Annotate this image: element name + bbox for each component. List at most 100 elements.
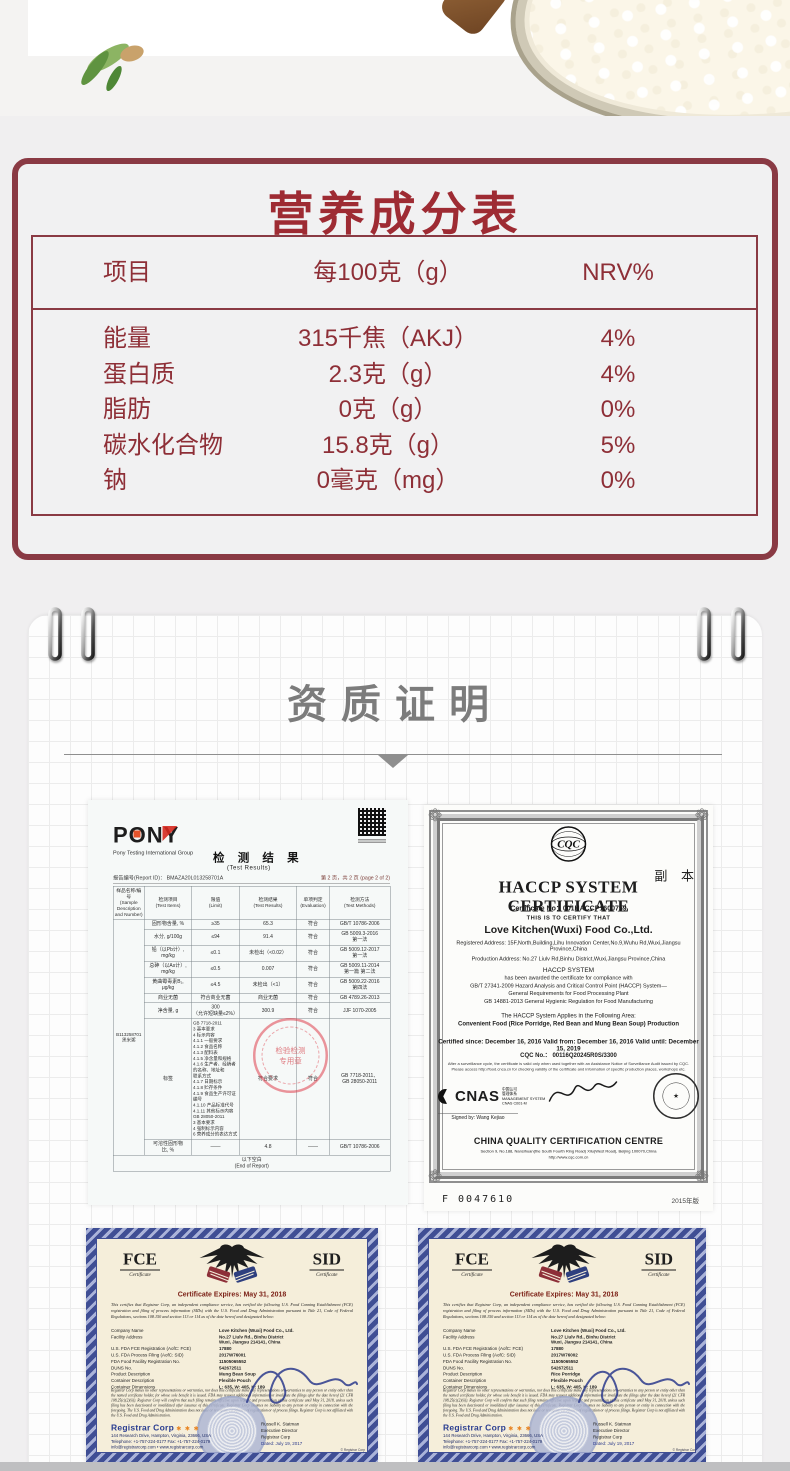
standard-line-3: GB 14881-2013 General Hygienic Regulatio… (484, 998, 653, 1005)
signer-name: Russell K. Statman (593, 1421, 632, 1427)
report-title-en: (Test Results) (227, 864, 271, 871)
certificate-fields: Company Name Love Kitchen (Wuxi) Food Co.… (111, 1328, 294, 1390)
pony-test-report: PONY Pony Testing International Group 检 … (88, 800, 408, 1205)
table-row: 脂肪 0克（g） 0% (33, 392, 756, 428)
row-nrv: 0% (600, 467, 636, 494)
table-row: 可溶性固形物 比, % —— 4.8 —— GB/T 10786-2006 (113, 1139, 391, 1156)
table-row: 黄曲霉毒素B₁, μg/kg ≤4.5 未检出（<1） 符合 GB 5009.22-20… (113, 976, 391, 994)
logo-square-icon (133, 830, 141, 838)
embossed-seal-icon (197, 1396, 267, 1453)
binder-ring-icon (731, 607, 745, 661)
row-nrv: 5% (600, 431, 636, 459)
embossed-seal-icon (529, 1396, 599, 1453)
ornate-frame (429, 810, 708, 1183)
report-id: 报告编号(Report ID)： BMAZA20L013258701A (113, 875, 224, 881)
qr-code-icon (358, 808, 386, 836)
red-seal-stamp: 检验检测专用章 (253, 1018, 328, 1093)
registrar-address: 144 Research Drive, Hampton, Virginia, 2… (443, 1433, 543, 1438)
flourish-icon: ❁ (428, 806, 443, 825)
surveillance-note-2: Please access http://food.cnca.cn for ch… (451, 1067, 686, 1072)
cnas-logo: CNAS 中国认可 管理体系 MANAGEMENT SYSTEM CNAS C0… (438, 1087, 545, 1106)
cqc-logo: CQC (438, 825, 699, 866)
col-result: 检测结果 (Test Results) (239, 885, 297, 920)
issuer-url: http://www.cqc.com.cn (548, 1155, 589, 1160)
signer-title: Executive Director (261, 1428, 298, 1433)
signer-name: Russell K. Statman (261, 1421, 300, 1427)
row-name: 碳水化合物 (103, 431, 223, 459)
col-limit: 限值 (Limit) (191, 885, 240, 920)
eagle-emblem-icon (531, 1244, 597, 1283)
row-nrv: 4% (600, 325, 636, 352)
production-address: Production Address: No.27 Liulv Rd,Binhu… (471, 956, 666, 962)
certificate-number: Certificate No：001HACCP1600759 (510, 904, 627, 912)
certificate-footer: F 0047610 2015年版 (442, 1194, 699, 1205)
signed-by: Signed by: Wang Kejiao (438, 1113, 518, 1121)
standard-line-2: General Requirements for Food Processing… (508, 990, 629, 997)
eagle-emblem-icon (199, 1244, 265, 1283)
validity-dates: Certified since: December 16, 2016 Valid… (438, 1038, 699, 1052)
end-of-report: 以下空白 (End of Report) (113, 1155, 391, 1172)
pony-logo-subtitle: Pony Testing International Group (113, 850, 194, 856)
table-row: 能量 315千焦（AKJ） 4% (33, 321, 756, 357)
table-footer-row: 以下空白 (End of Report) (113, 1155, 391, 1172)
row-value: 0毫克（mg） (316, 467, 460, 494)
table-header-row: 样品名称/编号 (Sample Description and Number) … (113, 885, 391, 920)
company-name: Love Kitchen(Wuxi) Food Co.,Ltd. (484, 924, 653, 936)
row-name: 钠 (103, 467, 127, 494)
table-row: 标签 GB 7718-2011 3 基本要求 4 标示内容 4.1.1 一般要求 … (113, 1018, 391, 1140)
issuer-address: Section 9, No.188, Nansihuan(the South F… (480, 1149, 657, 1154)
expiry-banner: Certificate Expires: May 31, 2018 (509, 1290, 619, 1298)
page-info: 第 2 页，共 2 页 (page 2 of 2) (320, 875, 390, 881)
binder-ring-icon (48, 607, 62, 661)
certificate-fields: Company Name Love Kitchen (Wuxi) Food Co.… (443, 1328, 626, 1390)
signature-date: Dated: July 19, 2017 (261, 1441, 303, 1446)
flourish-icon: ❁ (428, 1167, 443, 1186)
form-number: F 0047610 (442, 1194, 515, 1205)
cqc-round-stamp-icon: ★ (653, 1073, 699, 1119)
table-row: 商业无菌 符合商业无菌 商业无菌 符合 GB 4789.26-2013 (113, 992, 391, 1004)
awarded-line: has been awarded the certificate for com… (504, 975, 633, 981)
row-value: 315千焦（AKJ） (297, 325, 479, 352)
flourish-icon: ❁ (694, 806, 709, 825)
qr-caption-lines (358, 838, 386, 844)
corner-mark: © Registrar Corp (340, 1448, 365, 1453)
section-title: 资质证明 (287, 683, 503, 727)
table-row: 钠 0毫克（mg） 0% (33, 463, 756, 499)
standard-line-1: GB/T 27341-2009 Hazard Analysis and Crit… (470, 983, 667, 989)
cnas-mark-icon (438, 1088, 447, 1104)
row-value: 2.3克（g） (328, 360, 448, 388)
nutrition-table-header: 项目 每100克（g） NRV% (33, 237, 756, 310)
report-id-line: 报告编号(Report ID)： BMAZA20L013258701A 第 2 … (113, 874, 390, 884)
signer-org: Registrar Corp (261, 1434, 291, 1440)
signature-block: Russell K. Statman Executive Director Re… (261, 1421, 302, 1447)
system-label: HACCP SYSTEM (542, 966, 595, 974)
fce-sid-certificate-left: FCE Certificate SID Certificate Certific… (86, 1228, 378, 1463)
expiry-banner: Certificate Expires: May 31, 2018 (177, 1290, 287, 1298)
certificate-title: HACCP SYSTEM CERTIFICATE (498, 878, 639, 916)
registrar-phone: Telephone: +1-757-224-0177 Fax: +1-757-2… (443, 1438, 543, 1444)
binder-ring-icon (697, 607, 711, 661)
nutrition-table: 项目 每100克（g） NRV% 能量 315千焦（AKJ） 4% 蛋白质 2.… (31, 235, 758, 516)
logo-triangle-icon (162, 826, 178, 841)
signer-org: Registrar Corp (593, 1434, 623, 1440)
registrar-block: Registrar Corp ✱ ✱ ✱ 144 Research Drive,… (111, 1423, 211, 1450)
test-results-table: 样品名称/编号 (Sample Description and Number) … (113, 885, 391, 1172)
row-name: 能量 (103, 325, 151, 352)
leaf-icon (103, 64, 125, 93)
signature-icon (548, 1081, 618, 1102)
signature-icon (578, 1367, 690, 1404)
registrar-email: info@registrarcorp.com • www.registrarco… (111, 1444, 204, 1450)
row-name: 蛋白质 (103, 360, 175, 388)
porridge-bowl-icon (483, 0, 790, 116)
flourish-icon: ❁ (694, 1167, 709, 1186)
binder-ring-icon (81, 607, 95, 661)
area-scope: Convenient Food (Rice Porridge, Red Bean… (457, 1020, 679, 1027)
registered-address: Registered Address: 15F,North,Building,L… (456, 940, 681, 952)
table-row: 铅（以Pb计）, mg/kg ≤0.1 未检出（<0.02） 符合 GB 5009.12… (113, 944, 391, 962)
row-value: 0克（g） (338, 396, 438, 423)
haccp-certificate: ❁ ❁ ❁ ❁ CQC 副 本 HACCP SYSTEM CERTIFICATE… (424, 805, 713, 1211)
registrar-phone: Telephone: +1-757-224-0177 Fax: +1-757-2… (111, 1438, 211, 1444)
col-item: 项目 (103, 259, 151, 286)
cqc-number: CQC No.： 00116Q20245R0S/3300 (520, 1051, 617, 1059)
